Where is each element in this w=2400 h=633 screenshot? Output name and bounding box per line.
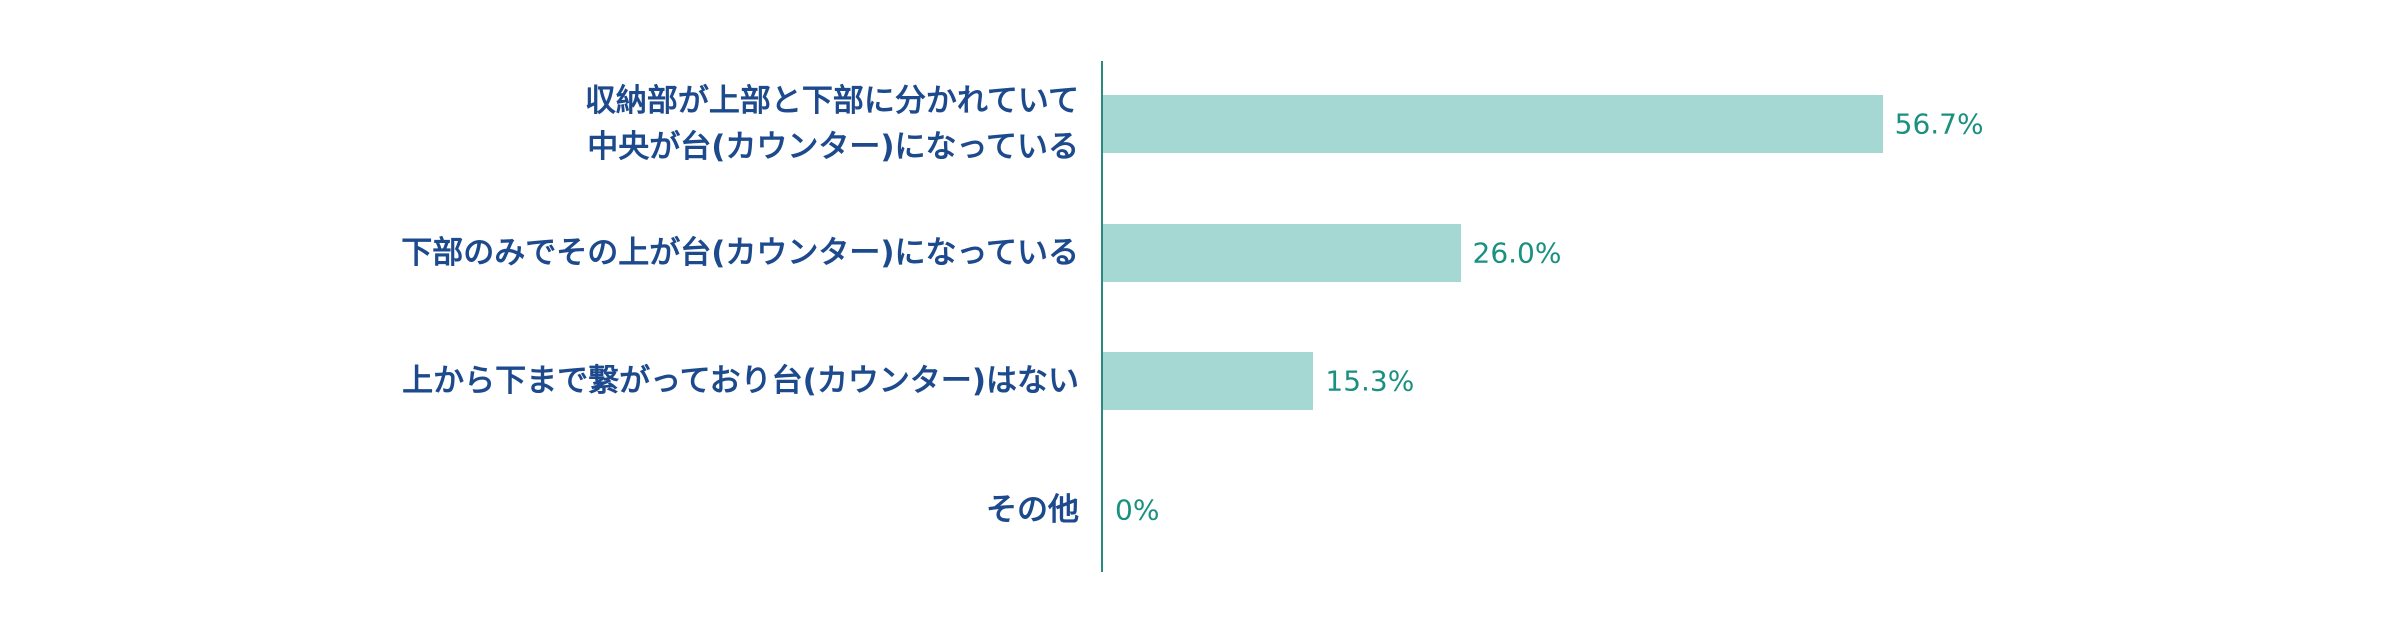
category-label: 下部のみでその上が台(カウンター)になっている: [401, 234, 1079, 271]
value-label: 56.7%: [1894, 107, 1984, 141]
category-label: 上から下まで繋がっており台(カウンター)はない: [402, 363, 1079, 400]
category-label: その他: [986, 492, 1079, 529]
bar: [1103, 95, 1883, 153]
value-label: 15.3%: [1325, 364, 1415, 398]
bar: [1103, 223, 1461, 282]
category-label: 収納部が上部と下部に分かれていて 中央が台(カウンター)になっている: [584, 83, 1079, 165]
value-label: 0%: [1115, 493, 1160, 527]
bar: [1103, 352, 1314, 411]
axis-line: [1101, 61, 1103, 572]
value-label: 26.0%: [1472, 236, 1562, 270]
